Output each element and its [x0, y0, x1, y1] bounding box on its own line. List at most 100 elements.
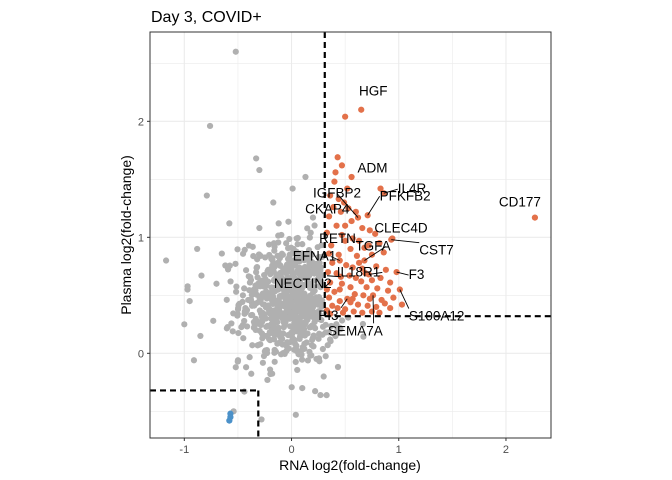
axes: -1 0 1 2 0 1 2	[138, 116, 509, 456]
up-point	[330, 204, 337, 211]
neutral-point	[277, 272, 284, 279]
neutral-point	[274, 340, 281, 347]
neutral-point	[292, 358, 299, 366]
neutral-point	[275, 232, 282, 239]
neutral-point	[241, 285, 248, 292]
neutral-point	[274, 280, 282, 287]
neutral-point	[264, 376, 271, 384]
gene-label: ADM	[358, 161, 388, 176]
neutral-point	[333, 330, 340, 337]
neutral-point	[320, 373, 327, 380]
neutral-point	[234, 358, 241, 365]
labeled-point	[377, 185, 384, 192]
labeled-point	[531, 214, 539, 221]
up-point	[338, 280, 346, 287]
neutral-point	[267, 370, 274, 378]
neutral-point	[275, 220, 282, 227]
up-point	[329, 302, 336, 309]
neutral-point	[268, 311, 275, 318]
neutral-point	[246, 354, 253, 361]
neutral-point	[293, 235, 300, 242]
neutral-point	[230, 310, 237, 317]
label-connector	[327, 275, 341, 278]
neutral-point	[337, 326, 344, 333]
neutral-point	[239, 292, 247, 299]
up-point	[358, 278, 365, 285]
neutral-point	[255, 280, 262, 287]
neutral-point	[304, 225, 311, 232]
neutral-point	[198, 272, 205, 279]
up-point	[336, 286, 343, 293]
neutral-point	[326, 336, 334, 343]
x-tick-label: 2	[503, 444, 509, 456]
gene-label: HGF	[359, 84, 388, 99]
up-point	[359, 265, 366, 272]
gene-label: CST7	[419, 243, 454, 258]
up-point	[377, 274, 384, 282]
neutral-point	[271, 358, 278, 365]
up-point	[327, 192, 334, 199]
neutral-point	[322, 353, 329, 360]
label-connector	[364, 246, 387, 261]
up-point	[372, 230, 379, 237]
up-point	[335, 251, 342, 258]
up-point	[329, 259, 336, 266]
neutral-point	[267, 337, 274, 344]
neutral-point	[227, 278, 234, 285]
neutral-point	[263, 288, 270, 295]
neutral-point	[296, 328, 304, 335]
gene-label: IL18R1	[337, 264, 381, 279]
neutral-point	[310, 332, 317, 339]
neutral-point	[263, 346, 271, 354]
neutral-point	[319, 323, 327, 330]
neutral-point	[213, 280, 220, 287]
neutral-point	[234, 246, 241, 253]
neutral-point	[278, 335, 285, 342]
neutral-point	[284, 339, 291, 346]
up-point	[366, 227, 373, 234]
up-point	[338, 162, 346, 169]
neutral-point	[301, 308, 308, 315]
gene-label: RETN	[319, 231, 356, 246]
neutral-point	[311, 287, 318, 294]
neutral-point	[274, 319, 281, 326]
neutral-point	[266, 293, 273, 300]
neutral-point	[223, 296, 230, 303]
neutral-point	[285, 218, 292, 225]
neutral-point	[299, 281, 307, 288]
up-point	[382, 266, 389, 273]
neutral-point	[280, 286, 287, 293]
up-point	[338, 231, 346, 239]
up-point	[351, 291, 358, 298]
gene-label: NECTIN2	[274, 276, 332, 291]
up-point	[368, 308, 376, 315]
threshold-lines	[150, 32, 551, 438]
neutral-point	[273, 327, 280, 334]
neutral-point	[282, 317, 289, 324]
neutral-point	[210, 317, 217, 324]
y-axis-title: Plasma log2(fold-change)	[118, 155, 134, 315]
neutral-point	[315, 335, 322, 342]
neutral-point	[275, 259, 282, 266]
chart-title: Day 3, COVID+	[151, 9, 262, 26]
neutral-point	[269, 254, 276, 262]
neutral-point	[294, 286, 301, 293]
neutral-point	[299, 385, 306, 392]
neutral-point	[258, 292, 265, 300]
neutral-point	[247, 296, 255, 303]
neutral-point	[233, 283, 240, 290]
up-point	[364, 302, 371, 309]
gene-label: TGFA	[355, 239, 390, 254]
neutral-point	[288, 384, 295, 391]
up-point	[380, 249, 387, 256]
neutral-point	[289, 334, 296, 342]
panel-border	[149, 31, 552, 439]
neutral-point	[310, 343, 317, 350]
up-point	[390, 294, 397, 301]
neutral-point	[235, 329, 242, 337]
neutral-point	[232, 48, 239, 55]
label-connector	[336, 193, 359, 218]
neutral-point	[294, 241, 301, 248]
